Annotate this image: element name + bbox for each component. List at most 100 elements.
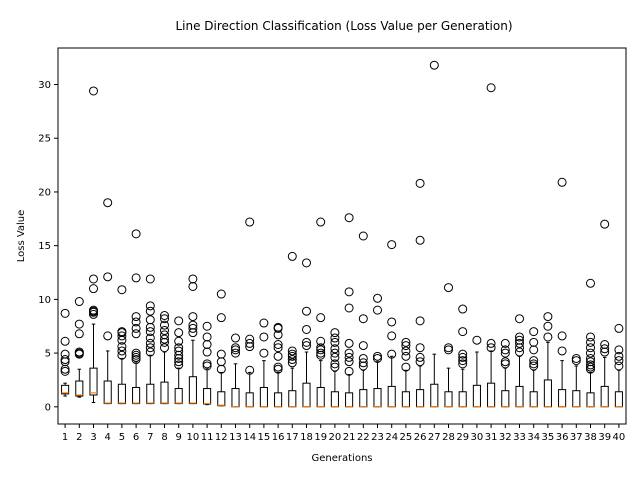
outlier-point xyxy=(103,198,113,208)
outlier-point xyxy=(614,323,624,333)
outlier-point xyxy=(330,344,340,354)
outlier-point xyxy=(273,351,283,361)
outlier-point xyxy=(344,348,354,358)
outlier-point xyxy=(145,327,155,337)
outlier-point xyxy=(231,333,240,343)
outlier-point xyxy=(586,362,595,372)
outlier-point xyxy=(373,305,382,315)
outlier-point xyxy=(174,357,184,367)
outlier-point xyxy=(543,312,553,322)
outlier-point xyxy=(273,340,283,350)
outlier-point xyxy=(387,349,397,359)
outlier-point xyxy=(259,332,269,342)
outlier-point xyxy=(401,341,411,351)
outlier-point xyxy=(131,355,141,365)
outlier-point xyxy=(444,343,453,353)
outlier-point xyxy=(557,331,567,341)
outlier-point xyxy=(145,306,155,316)
outlier-point xyxy=(74,329,84,339)
outlier-point xyxy=(131,323,141,333)
x-tick-label: 4 xyxy=(105,432,111,443)
outlier-point xyxy=(614,361,624,371)
outlier-point xyxy=(245,334,255,344)
x-tick-label: 25 xyxy=(400,432,413,443)
x-tick-label: 34 xyxy=(527,432,540,443)
outlier-point xyxy=(586,360,595,370)
outlier-point xyxy=(160,343,169,353)
outlier-point xyxy=(330,348,340,358)
box-iqr xyxy=(75,380,84,397)
outlier-point xyxy=(174,343,184,353)
outlier-point xyxy=(429,60,439,70)
outlier-point xyxy=(202,361,212,371)
outlier-point xyxy=(330,337,340,347)
outlier-point xyxy=(543,332,553,342)
outlier-point xyxy=(117,350,127,360)
x-tick-label: 20 xyxy=(329,432,342,443)
outlier-point xyxy=(515,347,524,357)
outlier-point xyxy=(60,355,70,365)
outlier-point xyxy=(89,86,98,96)
outlier-point xyxy=(486,343,496,353)
outlier-point xyxy=(202,321,212,331)
outlier-point xyxy=(216,349,226,359)
outlier-point xyxy=(287,349,297,359)
outlier-point xyxy=(145,333,155,343)
outlier-point xyxy=(500,345,510,355)
outlier-point xyxy=(586,337,595,347)
box-iqr xyxy=(89,367,98,396)
outlier-point xyxy=(472,335,482,345)
x-tick-label: 2 xyxy=(76,432,82,443)
x-tick-label: 36 xyxy=(556,432,569,443)
outlier-point xyxy=(614,356,624,366)
x-tick-label: 27 xyxy=(428,432,441,443)
x-tick-label: 31 xyxy=(485,432,498,443)
outlier-point xyxy=(458,304,468,314)
outlier-point xyxy=(287,251,297,261)
outlier-point xyxy=(160,310,169,320)
outlier-point xyxy=(600,340,610,350)
outlier-point xyxy=(117,331,127,341)
x-tick-label: 9 xyxy=(176,432,182,443)
outlier-point xyxy=(117,342,127,352)
outlier-point xyxy=(302,306,311,316)
outlier-point xyxy=(131,352,141,362)
outlier-point xyxy=(131,348,141,358)
outlier-point xyxy=(529,361,539,371)
outlier-point xyxy=(245,338,255,348)
outlier-point xyxy=(316,348,326,358)
x-tick-label: 28 xyxy=(442,432,455,443)
x-tick-label: 8 xyxy=(161,432,167,443)
outlier-point xyxy=(515,332,524,342)
outlier-point xyxy=(586,332,595,342)
outlier-point xyxy=(415,352,425,362)
outlier-point xyxy=(302,324,311,334)
outlier-point xyxy=(458,349,468,359)
outlier-point xyxy=(160,320,169,330)
outlier-point xyxy=(60,336,70,346)
outlier-point xyxy=(174,328,184,338)
outlier-point xyxy=(259,318,269,328)
outlier-point xyxy=(330,328,340,338)
y-tick-label: 25 xyxy=(38,134,51,145)
outlier-point xyxy=(89,274,98,284)
outlier-point xyxy=(145,301,155,311)
outlier-point xyxy=(216,289,226,299)
outlier-point xyxy=(89,309,98,319)
outlier-point xyxy=(174,360,184,370)
outlier-point xyxy=(202,332,212,342)
outlier-point xyxy=(273,343,283,353)
outlier-point xyxy=(117,285,127,295)
outlier-point xyxy=(174,336,184,346)
x-tick-label: 10 xyxy=(187,432,200,443)
outlier-point xyxy=(415,235,425,245)
outlier-point xyxy=(316,313,326,323)
x-tick-label: 32 xyxy=(499,432,512,443)
outlier-point xyxy=(557,177,567,187)
outlier-point xyxy=(344,338,354,348)
outlier-point xyxy=(131,317,141,327)
outlier-point xyxy=(500,359,510,369)
outlier-point xyxy=(330,333,340,343)
outlier-point xyxy=(160,326,169,336)
x-tick-label: 14 xyxy=(243,432,256,443)
